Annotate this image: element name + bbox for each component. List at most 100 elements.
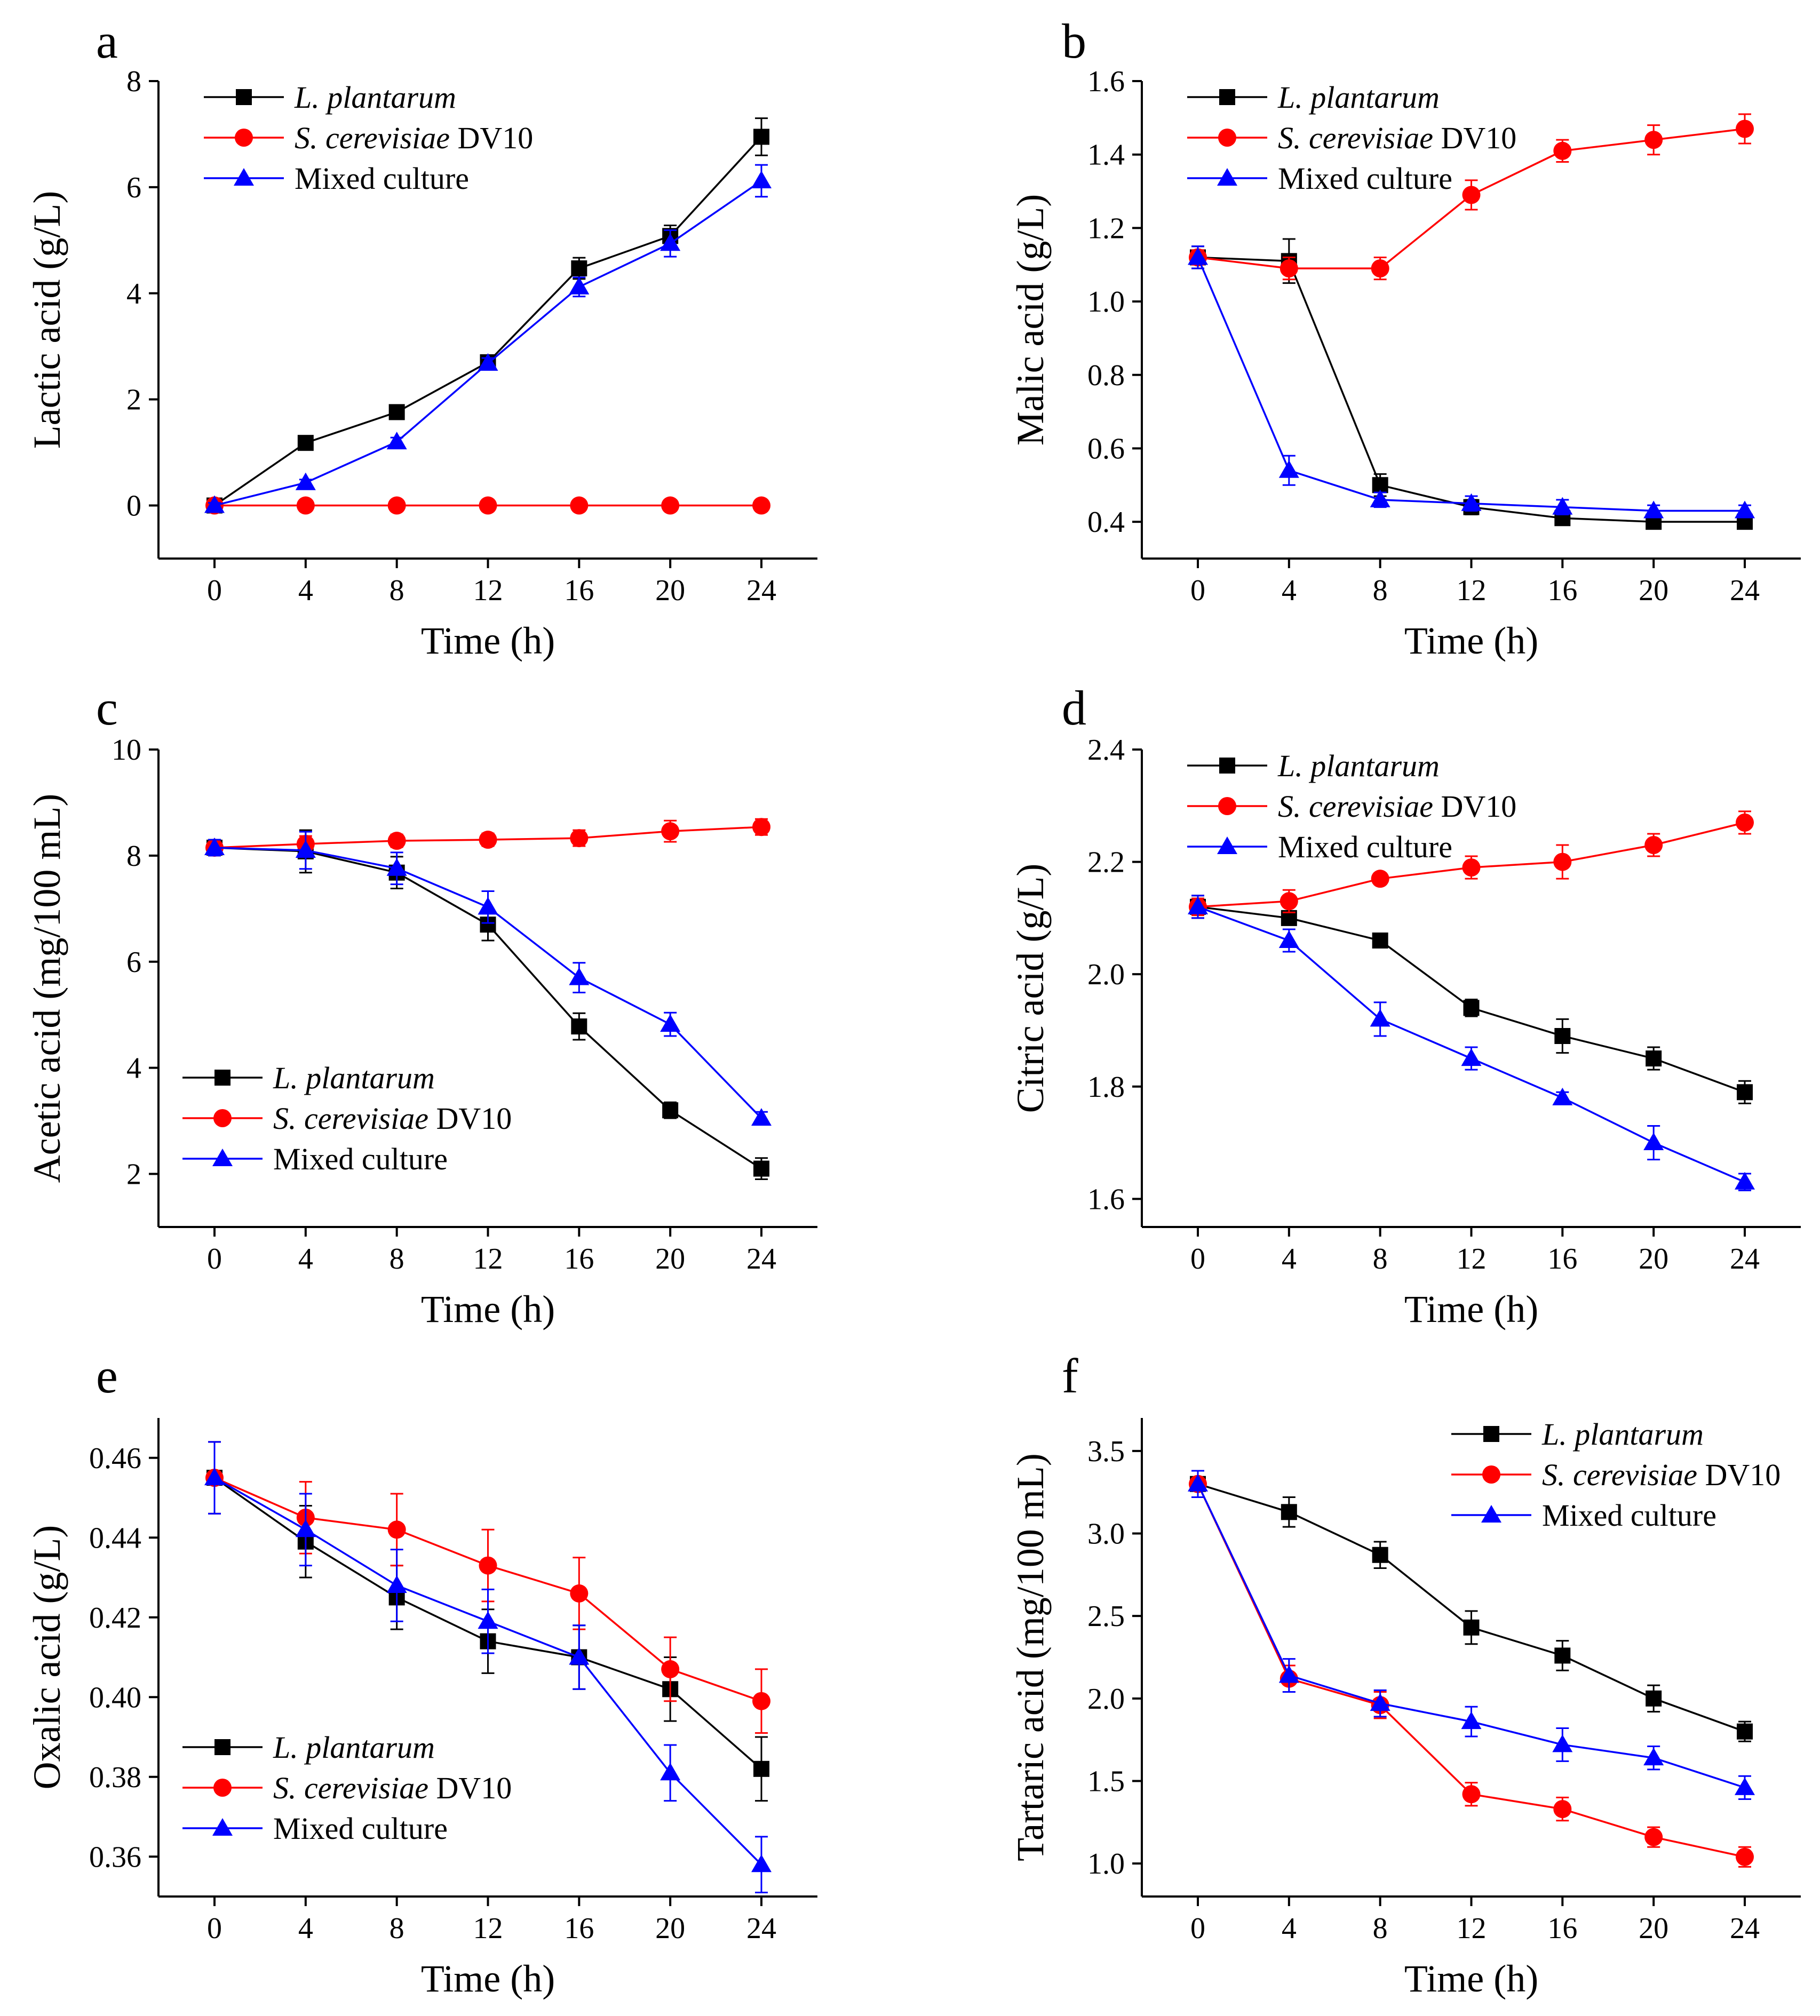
legend-label: L. plantarum — [1277, 748, 1440, 783]
y-tick-label: 1.5 — [1087, 1765, 1125, 1798]
series-sc — [205, 1441, 770, 1734]
legend-label: L. plantarum — [273, 1061, 435, 1095]
legend-label: S. cerevisiae DV10 — [1278, 121, 1516, 155]
data-point — [660, 1014, 681, 1032]
legend-marker — [1218, 129, 1236, 147]
y-tick-label: 6 — [126, 946, 141, 979]
legend-entry-sc: S. cerevisiae DV10 — [204, 121, 533, 155]
x-axis-label: Time (h) — [421, 619, 555, 662]
legend-label: Mixed culture — [273, 1811, 448, 1846]
y-axis-label: Oxalic acid (g/L) — [26, 1525, 68, 1790]
legend-label: Mixed culture — [1542, 1498, 1716, 1533]
x-tick-label: 12 — [473, 1912, 503, 1945]
x-tick-label: 20 — [655, 574, 685, 607]
x-axis-label: Time (h) — [421, 1957, 555, 2000]
y-tick-label: 3.0 — [1087, 1518, 1125, 1551]
data-point — [1463, 1619, 1480, 1636]
x-tick-label: 12 — [1457, 1912, 1487, 1945]
y-tick-label: 2.0 — [1087, 1683, 1125, 1716]
data-point — [295, 840, 316, 858]
x-tick-label: 8 — [1373, 1242, 1388, 1276]
panel-e: e 0 4 8 12 16 20 24 0.36 0.38 0.40 0.42 0.44 0.46 Time… — [26, 1349, 817, 2000]
y-axis-label: Malic acid (g/L) — [1009, 194, 1052, 446]
data-point — [1735, 500, 1755, 519]
data-point — [479, 831, 497, 849]
legend-label: S. cerevisiae DV10 — [273, 1101, 512, 1136]
x-tick-label: 4 — [298, 1912, 313, 1945]
legend-entry-sc: S. cerevisiae DV10 — [1187, 789, 1516, 824]
y-tick-label: 1.0 — [1087, 285, 1125, 318]
y-tick-label: 0.4 — [1087, 506, 1125, 539]
data-point — [1737, 1084, 1753, 1101]
x-tick-label: 24 — [746, 574, 776, 607]
y-axis-label: Acetic acid (mg/100 mL) — [26, 794, 68, 1183]
data-point — [1737, 1723, 1753, 1740]
legend: L. plantarum S. cerevisiae DV10 Mixed cult… — [204, 80, 533, 196]
data-point — [1188, 896, 1208, 914]
legend-entry-lp: L. plantarum — [182, 1730, 435, 1765]
x-tick-label: 12 — [473, 574, 503, 607]
data-point — [753, 1760, 769, 1777]
legend-label: S. cerevisiae DV10 — [1542, 1457, 1781, 1492]
legend-label: L. plantarum — [294, 80, 456, 115]
data-point — [204, 837, 225, 855]
x-tick-label: 4 — [298, 1242, 313, 1276]
x-tick-label: 8 — [1373, 574, 1388, 607]
x-tick-label: 20 — [1639, 574, 1668, 607]
data-point — [570, 829, 589, 848]
data-point — [297, 435, 314, 451]
data-point — [570, 496, 589, 515]
legend-label: L. plantarum — [273, 1730, 435, 1765]
series-mix — [204, 164, 772, 513]
legend-label: Mixed culture — [1278, 830, 1452, 864]
y-tick-label: 10 — [112, 734, 141, 767]
x-tick-label: 24 — [746, 1242, 776, 1276]
legend-marker — [212, 1149, 233, 1166]
data-point — [1736, 813, 1754, 832]
series-line — [1197, 906, 1745, 1183]
y-tick-label: 0.36 — [89, 1840, 141, 1874]
legend-marker — [1483, 1426, 1499, 1442]
data-point — [753, 129, 769, 145]
data-point — [753, 1160, 769, 1177]
legend: L. plantarum S. cerevisiae DV10 Mixed cult… — [1187, 80, 1516, 196]
data-point — [1371, 870, 1389, 888]
data-point — [752, 1692, 770, 1710]
data-point — [1370, 1009, 1390, 1027]
x-tick-label: 24 — [1730, 1912, 1760, 1945]
panel-b: b 0 4 8 12 16 20 24 0.4 0.6 0.8 1.0 1.2 1.4 1.6 Time (h… — [1009, 14, 1801, 662]
legend-marker — [213, 1779, 232, 1797]
legend-entry-mix: Mixed culture — [1451, 1498, 1716, 1533]
legend-label: L. plantarum — [1277, 80, 1440, 115]
legend-entry-sc: S. cerevisiae DV10 — [1451, 1457, 1781, 1492]
y-tick-label: 0.8 — [1087, 359, 1125, 392]
y-tick-label: 2 — [126, 1158, 141, 1191]
data-point — [1279, 892, 1298, 911]
x-tick-label: 16 — [1547, 574, 1577, 607]
legend: L. plantarum S. cerevisiae DV10 Mixed cult… — [1451, 1417, 1781, 1533]
x-axis-label: Time (h) — [1404, 619, 1538, 662]
data-point — [386, 1575, 407, 1593]
data-point — [1461, 493, 1482, 511]
data-point — [1644, 1828, 1663, 1846]
series-mix — [204, 1441, 772, 1894]
data-point — [1643, 1133, 1664, 1151]
x-tick-label: 16 — [1547, 1912, 1577, 1945]
x-tick-label: 24 — [746, 1912, 776, 1945]
data-point — [1188, 1473, 1208, 1492]
legend-entry-lp: L. plantarum — [1187, 748, 1440, 783]
data-point — [1462, 186, 1481, 204]
panel-letter: b — [1062, 14, 1086, 68]
y-tick-label: 8 — [126, 840, 141, 873]
legend-entry-mix: Mixed culture — [182, 1811, 448, 1846]
legend-entry-mix: Mixed culture — [182, 1142, 448, 1176]
series-sc — [205, 496, 770, 515]
x-tick-label: 4 — [1282, 574, 1297, 607]
y-tick-label: 0.46 — [89, 1442, 141, 1475]
data-point — [1462, 858, 1481, 877]
x-tick-label: 24 — [1730, 574, 1760, 607]
x-tick-label: 0 — [207, 1242, 222, 1276]
series-lp — [1190, 895, 1753, 1104]
